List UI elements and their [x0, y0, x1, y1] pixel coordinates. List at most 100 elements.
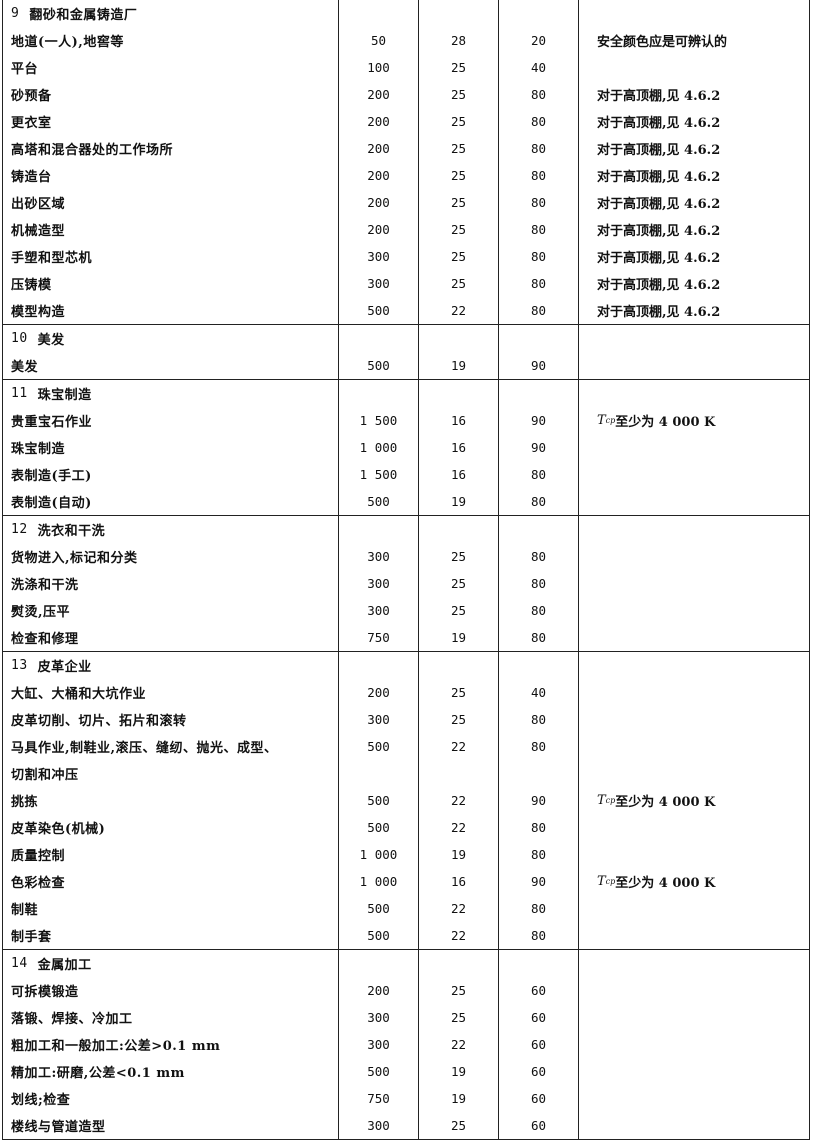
empty-cell — [579, 950, 809, 977]
ugr-value: 25 — [419, 108, 499, 135]
ra-value: 90 — [499, 407, 579, 434]
note-cell — [579, 841, 809, 868]
empty-cell — [499, 652, 579, 679]
empty-cell — [339, 380, 419, 407]
note-cell — [579, 733, 809, 760]
empty-cell — [499, 516, 579, 543]
table-row: 制手套 500 22 80 — [3, 922, 809, 949]
section-title-cell: 14 金属加工 — [3, 950, 339, 977]
task-name: 熨烫,压平 — [3, 597, 339, 624]
empty-cell — [499, 325, 579, 352]
section-number: 12 — [11, 522, 28, 537]
illuminance-value: 500 — [339, 922, 419, 949]
table-row: 表制造(手工) 1 500 16 80 — [3, 461, 809, 488]
task-name: 检查和修理 — [3, 624, 339, 651]
table-row: 制鞋 500 22 80 — [3, 895, 809, 922]
task-name: 表制造(自动) — [3, 488, 339, 515]
illuminance-value: 300 — [339, 1112, 419, 1139]
task-name: 划线;检查 — [3, 1085, 339, 1112]
task-name: 制鞋 — [3, 895, 339, 922]
note-cell — [579, 352, 809, 379]
section-header-row: 14 金属加工 — [3, 950, 809, 977]
ugr-value: 25 — [419, 543, 499, 570]
ra-value: 80 — [499, 162, 579, 189]
note-cell — [579, 54, 809, 81]
illuminance-value: 500 — [339, 814, 419, 841]
section-title-cell: 10 美发 — [3, 325, 339, 352]
note-cell — [579, 977, 809, 1004]
ra-value: 80 — [499, 189, 579, 216]
ra-value: 80 — [499, 216, 579, 243]
task-name: 模型构造 — [3, 297, 339, 324]
ra-value: 60 — [499, 1058, 579, 1085]
table-row: 楼线与管道造型 300 25 60 — [3, 1112, 809, 1139]
note-text: 对于高顶棚,见 4.6.2 — [597, 170, 721, 185]
task-name: 铸造台 — [3, 162, 339, 189]
task-name: 色彩检查 — [3, 868, 339, 895]
section-title: 翻砂和金属铸造厂 — [29, 8, 138, 23]
empty-cell — [419, 0, 499, 27]
ugr-value: 25 — [419, 1112, 499, 1139]
note-text: 对于高顶棚,见 4.6.2 — [597, 278, 721, 293]
section-header-row: 9 翻砂和金属铸造厂 — [3, 0, 809, 27]
ra-value: 80 — [499, 841, 579, 868]
illuminance-value: 1 500 — [339, 461, 419, 488]
table-row: 更衣室 200 25 80 对于高顶棚,见 4.6.2 — [3, 108, 809, 135]
illuminance-value: 200 — [339, 977, 419, 1004]
note-cell — [579, 895, 809, 922]
ugr-value: 22 — [419, 1031, 499, 1058]
table-row: 模型构造 500 22 80 对于高顶棚,见 4.6.2 — [3, 297, 809, 324]
note-cell — [579, 1085, 809, 1112]
table-row: 大缸、大桶和大坑作业 200 25 40 — [3, 679, 809, 706]
table-row: 高塔和混合器处的工作场所 200 25 80 对于高顶棚,见 4.6.2 — [3, 135, 809, 162]
empty-cell — [499, 950, 579, 977]
task-name: 皮革切削、切片、拓片和滚转 — [3, 706, 339, 733]
table-row: 表制造(自动) 500 19 80 — [3, 488, 809, 515]
empty-cell — [499, 0, 579, 27]
note-symbol: T — [597, 793, 606, 808]
section-number: 11 — [11, 386, 28, 401]
empty-cell — [339, 0, 419, 27]
section-title: 金属加工 — [37, 958, 92, 973]
note-cell — [579, 1112, 809, 1139]
note-cell: 对于高顶棚,见 4.6.2 — [579, 108, 809, 135]
section-number: 9 — [11, 6, 20, 21]
illuminance-value: 500 — [339, 895, 419, 922]
table-section: 10 美发 美发 500 19 90 — [3, 324, 809, 379]
note-cell: 安全颜色应是可辨认的 — [579, 27, 809, 54]
empty-cell — [419, 380, 499, 407]
note-cell — [579, 624, 809, 651]
note-text: 安全颜色应是可辨认的 — [597, 35, 728, 50]
ugr-value: 19 — [419, 624, 499, 651]
table-row: 压铸模 300 25 80 对于高顶棚,见 4.6.2 — [3, 270, 809, 297]
empty-cell — [579, 652, 809, 679]
section-number: 10 — [11, 331, 28, 346]
ugr-value: 25 — [419, 54, 499, 81]
note-cell — [579, 679, 809, 706]
ugr-value: 25 — [419, 135, 499, 162]
section-title: 美发 — [37, 333, 65, 348]
task-name: 手塑和型芯机 — [3, 243, 339, 270]
ra-value: 80 — [499, 597, 579, 624]
note-text: 对于高顶棚,见 4.6.2 — [597, 305, 721, 320]
table-row: 货物进入,标记和分类 300 25 80 — [3, 543, 809, 570]
ugr-value: 22 — [419, 895, 499, 922]
note-symbol: T — [597, 874, 606, 889]
table-row: 马具作业,制鞋业,滚压、缝纫、抛光、成型、 500 22 80 — [3, 733, 809, 760]
table-row: 熨烫,压平 300 25 80 — [3, 597, 809, 624]
table-row: 皮革切削、切片、拓片和滚转 300 25 80 — [3, 706, 809, 733]
ra-value: 80 — [499, 461, 579, 488]
illuminance-value: 300 — [339, 243, 419, 270]
task-name: 压铸模 — [3, 270, 339, 297]
section-header-row: 13 皮革企业 — [3, 652, 809, 679]
task-name: 货物进入,标记和分类 — [3, 543, 339, 570]
table-section: 9 翻砂和金属铸造厂 地道(一人),地窖等 50 28 20 安全颜色应是可辨认的 平台 100… — [3, 0, 809, 324]
illuminance-value: 1 000 — [339, 434, 419, 461]
illuminance-value: 300 — [339, 597, 419, 624]
note-cell: 对于高顶棚,见 4.6.2 — [579, 270, 809, 297]
task-name: 机械造型 — [3, 216, 339, 243]
note-cell — [579, 1058, 809, 1085]
illuminance-value: 500 — [339, 352, 419, 379]
ugr-value: 19 — [419, 1058, 499, 1085]
